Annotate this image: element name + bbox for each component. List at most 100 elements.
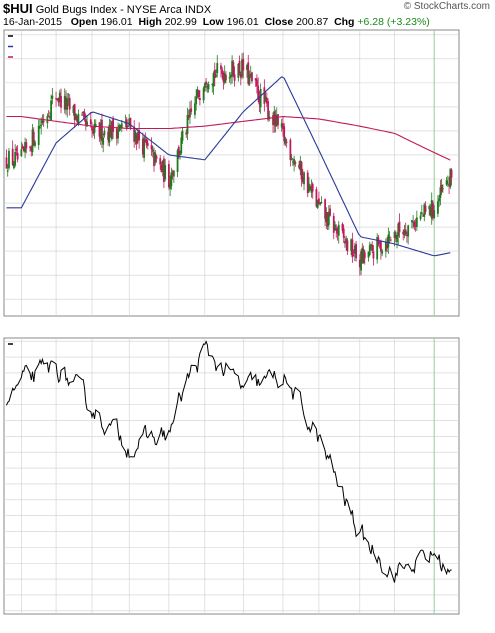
chg-value: +6.28 (+3.23%) — [357, 16, 430, 28]
low-label: Low — [202, 16, 224, 28]
candle-body — [197, 90, 200, 98]
candle-body — [67, 99, 70, 101]
candle-body — [58, 92, 61, 101]
candle-body — [294, 162, 297, 164]
candle-body — [34, 141, 36, 146]
candle-body — [223, 73, 226, 83]
candle-body — [432, 203, 434, 217]
candle-body — [310, 185, 313, 193]
candle-body — [215, 74, 217, 77]
candle-body — [89, 119, 92, 125]
candle-body — [389, 239, 392, 241]
candle-body — [86, 121, 88, 127]
candle-body — [352, 255, 355, 257]
candle-body — [119, 124, 122, 129]
candle-body — [422, 215, 424, 217]
candle-body — [429, 207, 432, 216]
candle-body — [202, 88, 205, 101]
candle-body — [237, 63, 240, 78]
candle-body — [117, 130, 119, 139]
candle-body — [410, 220, 413, 223]
candle-body — [194, 103, 196, 115]
candle-body — [242, 59, 245, 71]
candle-body — [11, 148, 14, 165]
candle-body — [92, 128, 95, 134]
plot-frame-0 — [3, 29, 460, 317]
candle-body — [350, 239, 353, 251]
candle-body — [134, 131, 137, 142]
candle-body — [238, 60, 241, 74]
candle-body — [159, 158, 162, 165]
candle-body — [155, 155, 158, 160]
candle-body — [265, 97, 268, 104]
candle-body — [413, 221, 416, 227]
ma50-line — [6, 76, 451, 257]
candle-body — [381, 250, 384, 254]
candle-body — [232, 62, 235, 76]
candle-body — [66, 98, 69, 110]
candle-body — [25, 142, 28, 149]
brand-watermark: © StockCharts.com — [403, 1, 490, 12]
close-value: 200.87 — [296, 16, 329, 28]
candle-body — [179, 150, 181, 155]
candle-body — [274, 114, 277, 127]
candle-body — [404, 229, 407, 234]
candle-body — [91, 126, 93, 131]
candle-body — [268, 116, 271, 119]
candle-body — [102, 137, 105, 145]
chart-header: $HUI Gold Bugs Index - NYSE Arca INDX 16… — [0, 0, 495, 30]
candle-body — [437, 201, 439, 214]
candle-body — [109, 125, 112, 137]
candle-body — [414, 225, 417, 227]
candle-body — [101, 119, 103, 142]
candle-body — [247, 62, 250, 84]
candle-body — [115, 128, 118, 139]
candle-body — [355, 244, 357, 259]
candle-body — [216, 63, 219, 74]
candle-body — [345, 238, 348, 243]
candle-body — [177, 146, 180, 156]
candle-body — [172, 170, 175, 177]
candle-body — [190, 108, 193, 112]
candle-body — [309, 186, 312, 190]
candle-body — [258, 97, 261, 105]
candle-body — [360, 251, 362, 271]
candle-body — [299, 160, 302, 171]
symbol-label: $HUI — [3, 1, 33, 16]
candle-body — [367, 251, 370, 258]
candle-body — [187, 115, 190, 118]
candle-body — [5, 157, 8, 169]
candle-body — [128, 118, 131, 126]
candle-body — [327, 211, 330, 226]
candle-body — [300, 161, 303, 180]
candle-body — [144, 140, 147, 142]
candle-body — [246, 65, 248, 70]
candle-body — [60, 96, 62, 108]
candle-body — [406, 234, 408, 237]
candle-body — [15, 148, 18, 151]
candle-body — [334, 224, 336, 231]
candle-body — [440, 184, 443, 192]
candle-body — [203, 83, 206, 89]
candle-body — [450, 169, 453, 178]
candle-body — [398, 221, 401, 233]
high-value: 202.99 — [164, 16, 197, 28]
candle-body — [293, 158, 296, 165]
candle-body — [231, 60, 234, 77]
candle-body — [186, 115, 189, 134]
candle-body — [289, 139, 292, 161]
candle-body — [207, 84, 210, 90]
candle-body — [63, 95, 66, 110]
candle-body — [154, 152, 157, 163]
candle-body — [146, 143, 149, 146]
candle-body — [387, 234, 390, 248]
candle-body — [29, 146, 31, 148]
candle-body — [205, 81, 207, 85]
candle-body — [6, 170, 9, 172]
candle-body — [316, 200, 319, 208]
candle-body — [303, 172, 305, 185]
candle-body — [150, 145, 153, 150]
title-row: $HUI Gold Bugs Index - NYSE Arca INDX — [3, 1, 211, 16]
candle-body — [206, 85, 209, 88]
candle-body — [275, 115, 278, 126]
